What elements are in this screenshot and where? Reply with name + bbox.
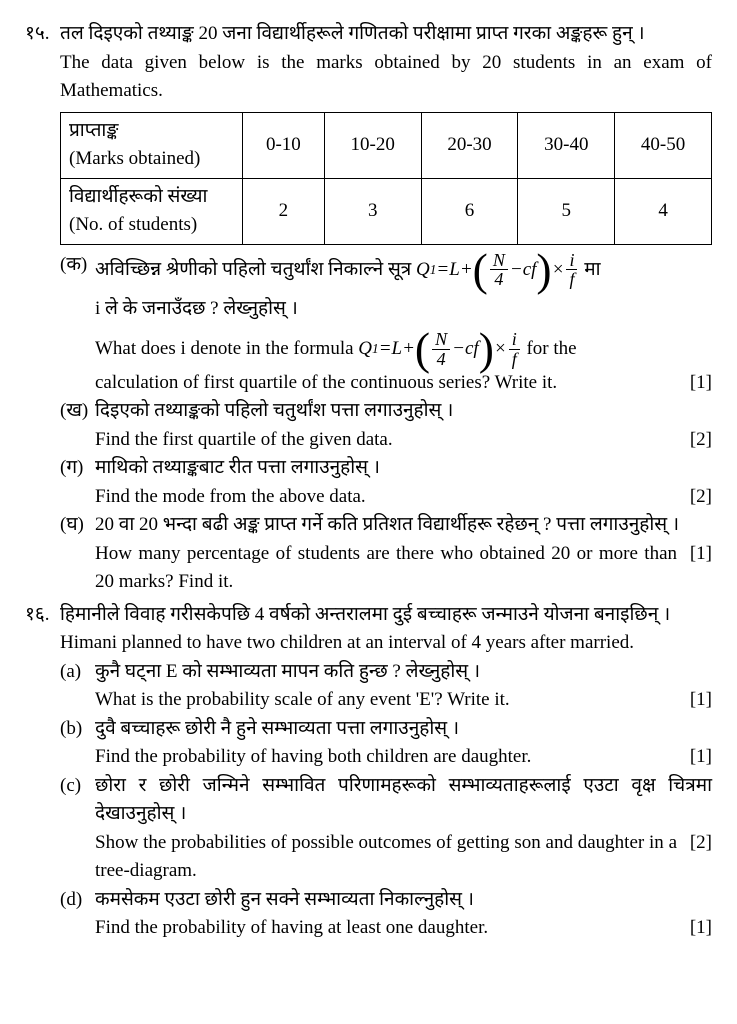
row2-head: विद्यार्थीहरूको संख्या (No. of students) xyxy=(61,178,243,244)
fminus2: − xyxy=(452,335,465,364)
q15a-marks: [1] xyxy=(677,369,712,398)
q16d-marks: [1] xyxy=(677,914,712,943)
q15a-nep-line2: i ले के जनाउँदछ ? लेख्नुहोस् । xyxy=(95,295,712,324)
f42: 4 xyxy=(434,350,449,369)
no-students-en: (No. of students) xyxy=(69,214,197,235)
q16d-nep: कमसेकम एउटा छोरी हुन सक्ने सम्भाव्यता नि… xyxy=(95,886,712,915)
q16d-label: (d) xyxy=(60,886,95,915)
q16a-nep: कुनै घट्ना E को सम्भाव्यता मापन कति हुन्… xyxy=(95,658,712,687)
val-0: 2 xyxy=(243,178,325,244)
q16c-label: (c) xyxy=(60,772,95,801)
q15c-marks: [2] xyxy=(677,483,712,512)
col-4: 40-50 xyxy=(615,112,712,178)
q15c-label: (ग) xyxy=(60,454,95,483)
col-1: 10-20 xyxy=(324,112,421,178)
table-row: विद्यार्थीहरूको संख्या (No. of students)… xyxy=(61,178,712,244)
fminus: − xyxy=(510,256,523,285)
fq2: Q xyxy=(358,335,372,364)
fsub2: 1 xyxy=(372,339,379,359)
q16b-label: (b) xyxy=(60,715,95,744)
q15d-eng: How many percentage of students are ther… xyxy=(95,540,677,597)
q16-number: १६. xyxy=(25,601,60,630)
q16a-eng: What is the probability scale of any eve… xyxy=(95,686,677,715)
q16c-marks: [2] xyxy=(677,829,712,886)
fsub: 1 xyxy=(430,260,437,280)
val-2: 6 xyxy=(421,178,518,244)
q15a-nep-pre: अविच्छिन्न श्रेणीको पहिलो चतुर्थांश निका… xyxy=(95,258,411,279)
fi2: i xyxy=(509,330,520,350)
formula-q1-en: Q1 = L + (N4 − cf) × if xyxy=(358,330,521,369)
ff2: f xyxy=(509,350,520,369)
q15c-nep: माथिको तथ्याङ्कबाट रीत पत्ता लगाउनुहोस् … xyxy=(95,454,712,483)
q15c-eng: Find the mode from the above data. xyxy=(95,483,677,512)
q15-english-intro: The data given below is the marks obtain… xyxy=(60,49,712,106)
q15d-marks: [1] xyxy=(677,540,712,597)
ftimes: × xyxy=(552,256,565,285)
q15a-eng-pre: What does i denote in the formula xyxy=(95,338,354,359)
ftimes2: × xyxy=(494,335,507,364)
formula-q1: Q1 = L + (N4 − cf) × if xyxy=(416,251,579,290)
q15b-nep: दिइएको तथ्याङ्कको पहिलो चतुर्थांश पत्ता … xyxy=(95,397,712,426)
q15a-nep-line1: अविच्छिन्न श्रेणीको पहिलो चतुर्थांश निका… xyxy=(95,251,712,290)
q15a-eng-line2: calculation of first quartile of the con… xyxy=(95,369,677,398)
q16a-marks: [1] xyxy=(677,686,712,715)
marks-obtained-en: (Marks obtained) xyxy=(69,148,200,169)
q15a-nep-post: मा xyxy=(584,258,600,279)
fcf2: cf xyxy=(465,335,479,364)
q15b-label: (ख) xyxy=(60,397,95,426)
ff: f xyxy=(566,270,577,289)
fplus2: + xyxy=(402,335,415,364)
fL2: L xyxy=(392,335,403,364)
fi: i xyxy=(566,251,577,271)
col-3: 30-40 xyxy=(518,112,615,178)
col-2: 20-30 xyxy=(421,112,518,178)
q15d-nep: 20 वा 20 भन्दा बढी अङ्क प्राप्त गर्ने कत… xyxy=(95,511,712,540)
f4: 4 xyxy=(491,270,506,289)
table-row: प्राप्ताङ्क (Marks obtained) 0-10 10-20 … xyxy=(61,112,712,178)
fN2: N xyxy=(432,330,450,350)
q15-number: १५. xyxy=(25,20,60,49)
no-students-nep: विद्यार्थीहरूको संख्या xyxy=(69,186,207,207)
fL: L xyxy=(449,256,460,285)
q15-nepali-intro: तल दिइएको तथ्याङ्क 20 जना विद्यार्थीहरूल… xyxy=(60,20,712,49)
q16b-marks: [1] xyxy=(677,743,712,772)
marks-obtained-nep: प्राप्ताङ्क xyxy=(69,120,118,141)
q16-english-intro: Himani planned to have two children at a… xyxy=(60,629,712,658)
fq: Q xyxy=(416,256,430,285)
q16c-eng: Show the probabilities of possible outco… xyxy=(95,829,677,886)
q16b-nep: दुवै बच्चाहरू छोरी नै हुने सम्भाव्यता पत… xyxy=(95,715,712,744)
q15d-label: (घ) xyxy=(60,511,95,540)
fplus: + xyxy=(460,256,473,285)
q16b-eng: Find the probability of having both chil… xyxy=(95,743,677,772)
q15b-eng: Find the first quartile of the given dat… xyxy=(95,426,677,455)
q15a-label: (क) xyxy=(60,251,95,280)
row1-head: प्राप्ताङ्क (Marks obtained) xyxy=(61,112,243,178)
q16a-label: (a) xyxy=(60,658,95,687)
fcf: cf xyxy=(523,256,537,285)
feq2: = xyxy=(379,335,392,364)
q16d-eng: Find the probability of having at least … xyxy=(95,914,677,943)
q16-nepali-intro: हिमानीले विवाह गरीसकेपछि 4 वर्षको अन्तरा… xyxy=(60,601,712,630)
feq: = xyxy=(436,256,449,285)
val-1: 3 xyxy=(324,178,421,244)
q15a-eng-post: for the xyxy=(526,338,576,359)
q15-data-table: प्राप्ताङ्क (Marks obtained) 0-10 10-20 … xyxy=(60,112,712,245)
fN: N xyxy=(490,251,508,271)
val-4: 4 xyxy=(615,178,712,244)
q16c-nep: छोरा र छोरी जन्मिने सम्भावित परिणामहरूको… xyxy=(95,772,712,829)
q15a-eng-line1: What does i denote in the formula Q1 = L… xyxy=(95,330,712,369)
col-0: 0-10 xyxy=(243,112,325,178)
val-3: 5 xyxy=(518,178,615,244)
q15b-marks: [2] xyxy=(677,426,712,455)
